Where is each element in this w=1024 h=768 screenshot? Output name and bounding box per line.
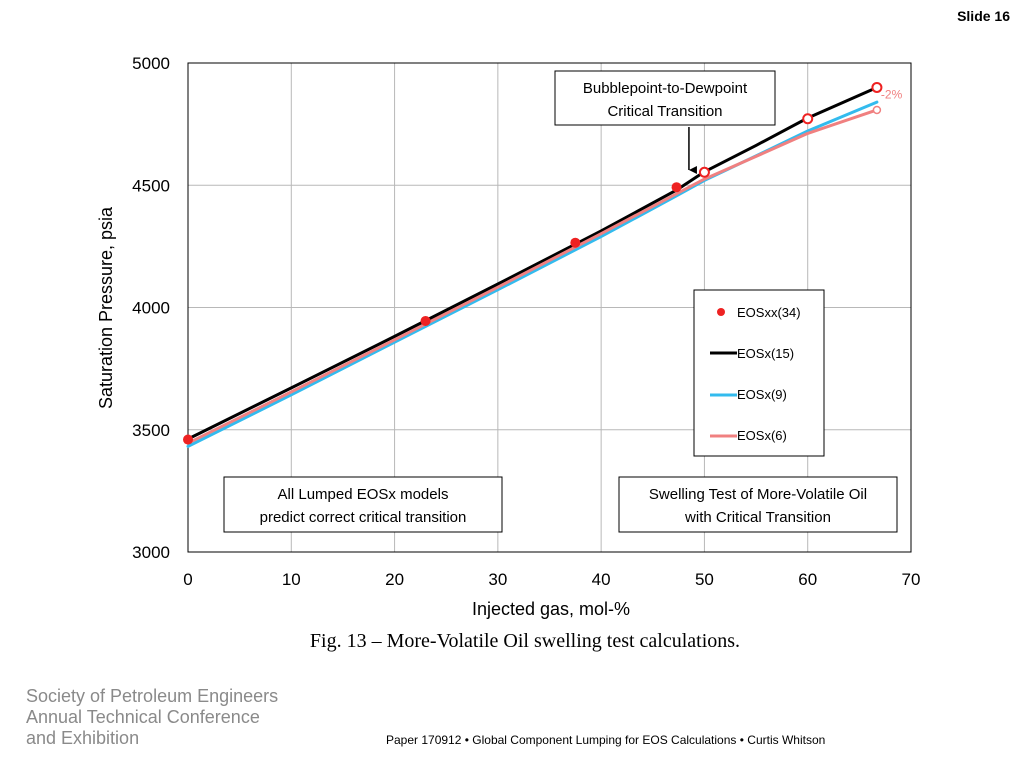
series-end-marker-eosx6 xyxy=(872,105,882,115)
legend: EOSxx(34) EOSx(15) EOSx(9) EOSx(6) xyxy=(693,289,825,457)
transition-box xyxy=(554,70,776,126)
legend-label-eosx6: EOSx(6) xyxy=(737,428,787,443)
series-line-eosx6 xyxy=(186,108,879,445)
swelling-annotation: Swelling Test of More-Volatile Oil with … xyxy=(618,476,898,533)
data-point-eosxx34 xyxy=(871,81,883,93)
lumped-box xyxy=(223,476,503,533)
series-markers xyxy=(183,81,883,445)
data-point-eosxx34 xyxy=(671,182,682,193)
lumped-annotation: All Lumped EOSx models predict correct c… xyxy=(223,476,503,533)
society-logo-text: Society of Petroleum Engineers Annual Te… xyxy=(26,686,278,749)
figure-caption: Fig. 13 – More-Volatile Oil swelling tes… xyxy=(309,630,741,652)
legend-label-eosx15: EOSx(15) xyxy=(737,346,794,361)
x-tick-label: 30 xyxy=(488,570,507,589)
swelling-box xyxy=(618,476,898,533)
y-tick-label: 5000 xyxy=(132,54,170,73)
data-point-eosxx34 xyxy=(420,315,431,326)
society-line-2: Annual Technical Conference xyxy=(26,707,260,727)
series-lines xyxy=(186,86,879,448)
lumped-line-2: predict correct critical transition xyxy=(260,509,467,526)
swelling-line-2: with Critical Transition xyxy=(684,509,831,526)
legend-label-eosx9: EOSx(9) xyxy=(737,387,787,402)
data-point-eosxx34 xyxy=(698,166,710,178)
transition-annotation: Bubblepoint-to-Dewpoint Critical Transit… xyxy=(554,70,776,174)
slide-number: Slide 16 xyxy=(957,8,1010,24)
data-point-eosxx34 xyxy=(570,237,581,248)
x-tick-label: 20 xyxy=(385,570,404,589)
legend-box xyxy=(693,289,825,457)
y-tick-label: 4000 xyxy=(132,299,170,318)
y-tick-label: 4500 xyxy=(132,176,170,195)
data-point-eosxx34 xyxy=(183,434,193,445)
y-tick-label: 3500 xyxy=(132,421,170,440)
legend-label-eosxx34: EOSxx(34) xyxy=(737,305,801,320)
swelling-line-1: Swelling Test of More-Volatile Oil xyxy=(649,486,867,503)
x-tick-label: 50 xyxy=(695,570,714,589)
society-line-1: Society of Petroleum Engineers xyxy=(26,686,279,706)
data-point-eosxx34 xyxy=(802,113,814,125)
y-tick-label: 3000 xyxy=(132,543,170,562)
lumped-line-1: All Lumped EOSx models xyxy=(278,486,449,503)
x-tick-label: 60 xyxy=(798,570,817,589)
x-tick-label: 0 xyxy=(183,570,192,589)
series-line-eosx15 xyxy=(186,86,879,441)
x-tick-label: 10 xyxy=(282,570,301,589)
paper-footer: Paper 170912 • Global Component Lumping … xyxy=(386,733,826,747)
tick-labels: 0 10 20 30 40 50 60 70 3000 3500 4000 4500 5000 xyxy=(132,54,920,589)
plot-frame xyxy=(187,62,912,553)
transition-line-1: Bubblepoint-to-Dewpoint xyxy=(583,80,748,97)
x-tick-label: 70 xyxy=(902,570,921,589)
transition-line-2: Critical Transition xyxy=(607,103,722,120)
y-axis-title: Saturation Pressure, psia xyxy=(96,206,116,409)
society-line-3: and Exhibition xyxy=(26,728,140,748)
x-axis-title: Injected gas, mol-% xyxy=(472,599,630,619)
deviation-label: -2% xyxy=(881,87,903,101)
legend-marker-eosxx34 xyxy=(717,308,725,316)
x-tick-label: 40 xyxy=(592,570,611,589)
